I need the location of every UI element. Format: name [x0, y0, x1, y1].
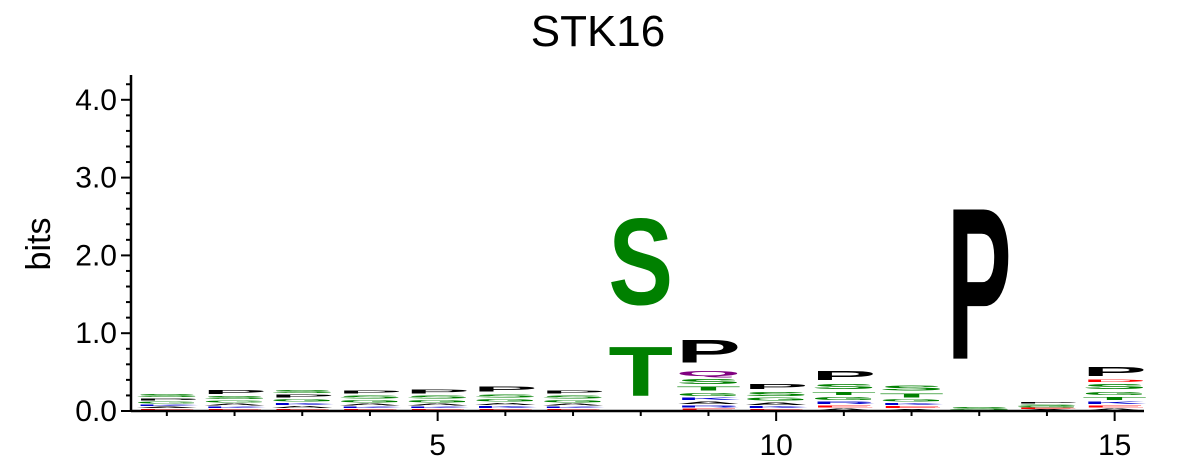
logo-letter-e: E — [1015, 408, 1080, 410]
logo-letter-s: S — [608, 192, 673, 331]
logo-letter-s: S — [135, 393, 200, 398]
logo-letter-p: P — [270, 394, 335, 399]
logo-letter-p: P — [1082, 364, 1147, 379]
y-tick-label: 2.0 — [75, 239, 117, 272]
x-tick-label: 10 — [759, 429, 792, 462]
logo-letter-g: G — [879, 399, 944, 403]
logo-letter-a: A — [812, 408, 877, 411]
logo-letter-s: S — [270, 388, 335, 393]
logo-letter-k: K — [541, 406, 606, 408]
logo-letter-p: P — [135, 398, 200, 401]
logo-letter-g: G — [202, 400, 267, 403]
logo-letter-t: T — [1082, 396, 1147, 401]
logo-letter-p: P — [338, 390, 403, 395]
logo-letter-a: A — [473, 402, 538, 405]
x-tick-label: 15 — [1098, 429, 1131, 462]
logo-letter-e: E — [1082, 405, 1147, 408]
logo-letter-e: E — [812, 405, 877, 408]
logo-letter-s: S — [1082, 383, 1147, 391]
logo-letter-k: K — [202, 406, 267, 408]
logo-letter-p: P — [744, 383, 809, 391]
logo-letter-t: T — [676, 385, 741, 391]
logo-letter-g: G — [270, 399, 335, 403]
logo-letter-g: G — [473, 399, 538, 403]
logo-letter-s: S — [879, 384, 944, 393]
logo-letter-p: P — [812, 369, 877, 383]
logo-letter-e: E — [879, 406, 944, 409]
logo-letter-s: S — [473, 393, 538, 398]
logo-letter-g: G — [405, 399, 470, 403]
logo-letter-p: P — [947, 162, 1012, 405]
logo-letter-a: A — [676, 401, 741, 405]
logo-letter-g: G — [812, 396, 877, 401]
chart-title: STK16 — [531, 7, 666, 56]
logo-letter-g: G — [338, 399, 403, 403]
logo-letter-k: K — [135, 404, 200, 406]
logo-letter-k: K — [676, 397, 741, 401]
y-axis-label: bits — [20, 218, 58, 271]
logo-letter-s: S — [202, 395, 267, 400]
logo-letter-g: G — [1015, 406, 1080, 408]
logo-letter-g: G — [541, 399, 606, 403]
x-tick-label: 5 — [429, 429, 446, 462]
logo-letter-g: G — [744, 397, 809, 402]
logo-letter-k: K — [1082, 401, 1147, 405]
logo-letter-k: K — [405, 406, 470, 408]
logo-letter-p: P — [1015, 402, 1080, 404]
logo-letter-a: A — [744, 402, 809, 406]
logo-letter-g: G — [135, 401, 200, 404]
logo-letter-s: S — [541, 395, 606, 400]
x-axis-ticks: 5 10 15 — [165, 411, 1131, 462]
y-tick-label: 3.0 — [75, 162, 117, 195]
logo-letter-a: A — [270, 406, 335, 409]
logo-letter-q: Q — [676, 370, 741, 378]
logo-letter-k: K — [744, 406, 809, 409]
y-tick-label: 1.0 — [75, 317, 117, 350]
logo-letter-a: A — [135, 406, 200, 408]
logo-letter-g: G — [1082, 391, 1147, 396]
y-tick-label: 0.0 — [75, 395, 117, 428]
logo-letter-g: G — [676, 392, 741, 397]
y-tick-label: 4.0 — [75, 84, 117, 117]
logo-letter-a: A — [202, 403, 267, 406]
logo-letter-k: K — [270, 402, 335, 405]
logo-letter-k: K — [473, 406, 538, 409]
logo-letter-t: T — [879, 392, 944, 398]
logo-letter-d: D — [1082, 379, 1147, 383]
logo-letter-a: A — [338, 403, 403, 406]
logo-letter-a: A — [1082, 408, 1147, 411]
logo-letter-r: R — [812, 401, 877, 405]
logo-letter-s: S — [812, 383, 877, 391]
y-axis-ticks: 0.0 1.0 2.0 3.0 4.0 — [75, 83, 131, 428]
logo-letter-s: S — [1015, 404, 1080, 406]
logo-letters: EAKGPSEKAGSPEAKGPSEKAGSPEKAGSPEKAGSPEKAG… — [135, 162, 1148, 411]
logo-letter-s: S — [405, 395, 470, 400]
logo-letter-s: S — [744, 391, 809, 397]
logo-letter-k: K — [338, 406, 403, 408]
logo-letter-s: S — [947, 406, 1012, 411]
logo-letter-a: A — [541, 403, 606, 406]
logo-letter-t: T — [608, 332, 673, 411]
logo-letter-e: E — [676, 408, 741, 411]
logo-letter-s: S — [676, 378, 741, 386]
logo-letter-p: P — [405, 388, 470, 394]
logo-letter-s: S — [338, 395, 403, 400]
logo-letter-t: T — [812, 391, 877, 396]
logo-letter-r: R — [676, 405, 741, 408]
logo-letter-k: K — [879, 402, 944, 405]
logo-letter-p: P — [473, 385, 538, 393]
logo-letter-p: P — [676, 333, 741, 370]
logo-letter-p: P — [541, 389, 606, 394]
logo-letter-p: P — [202, 389, 267, 395]
logo-letter-a: A — [405, 403, 470, 406]
